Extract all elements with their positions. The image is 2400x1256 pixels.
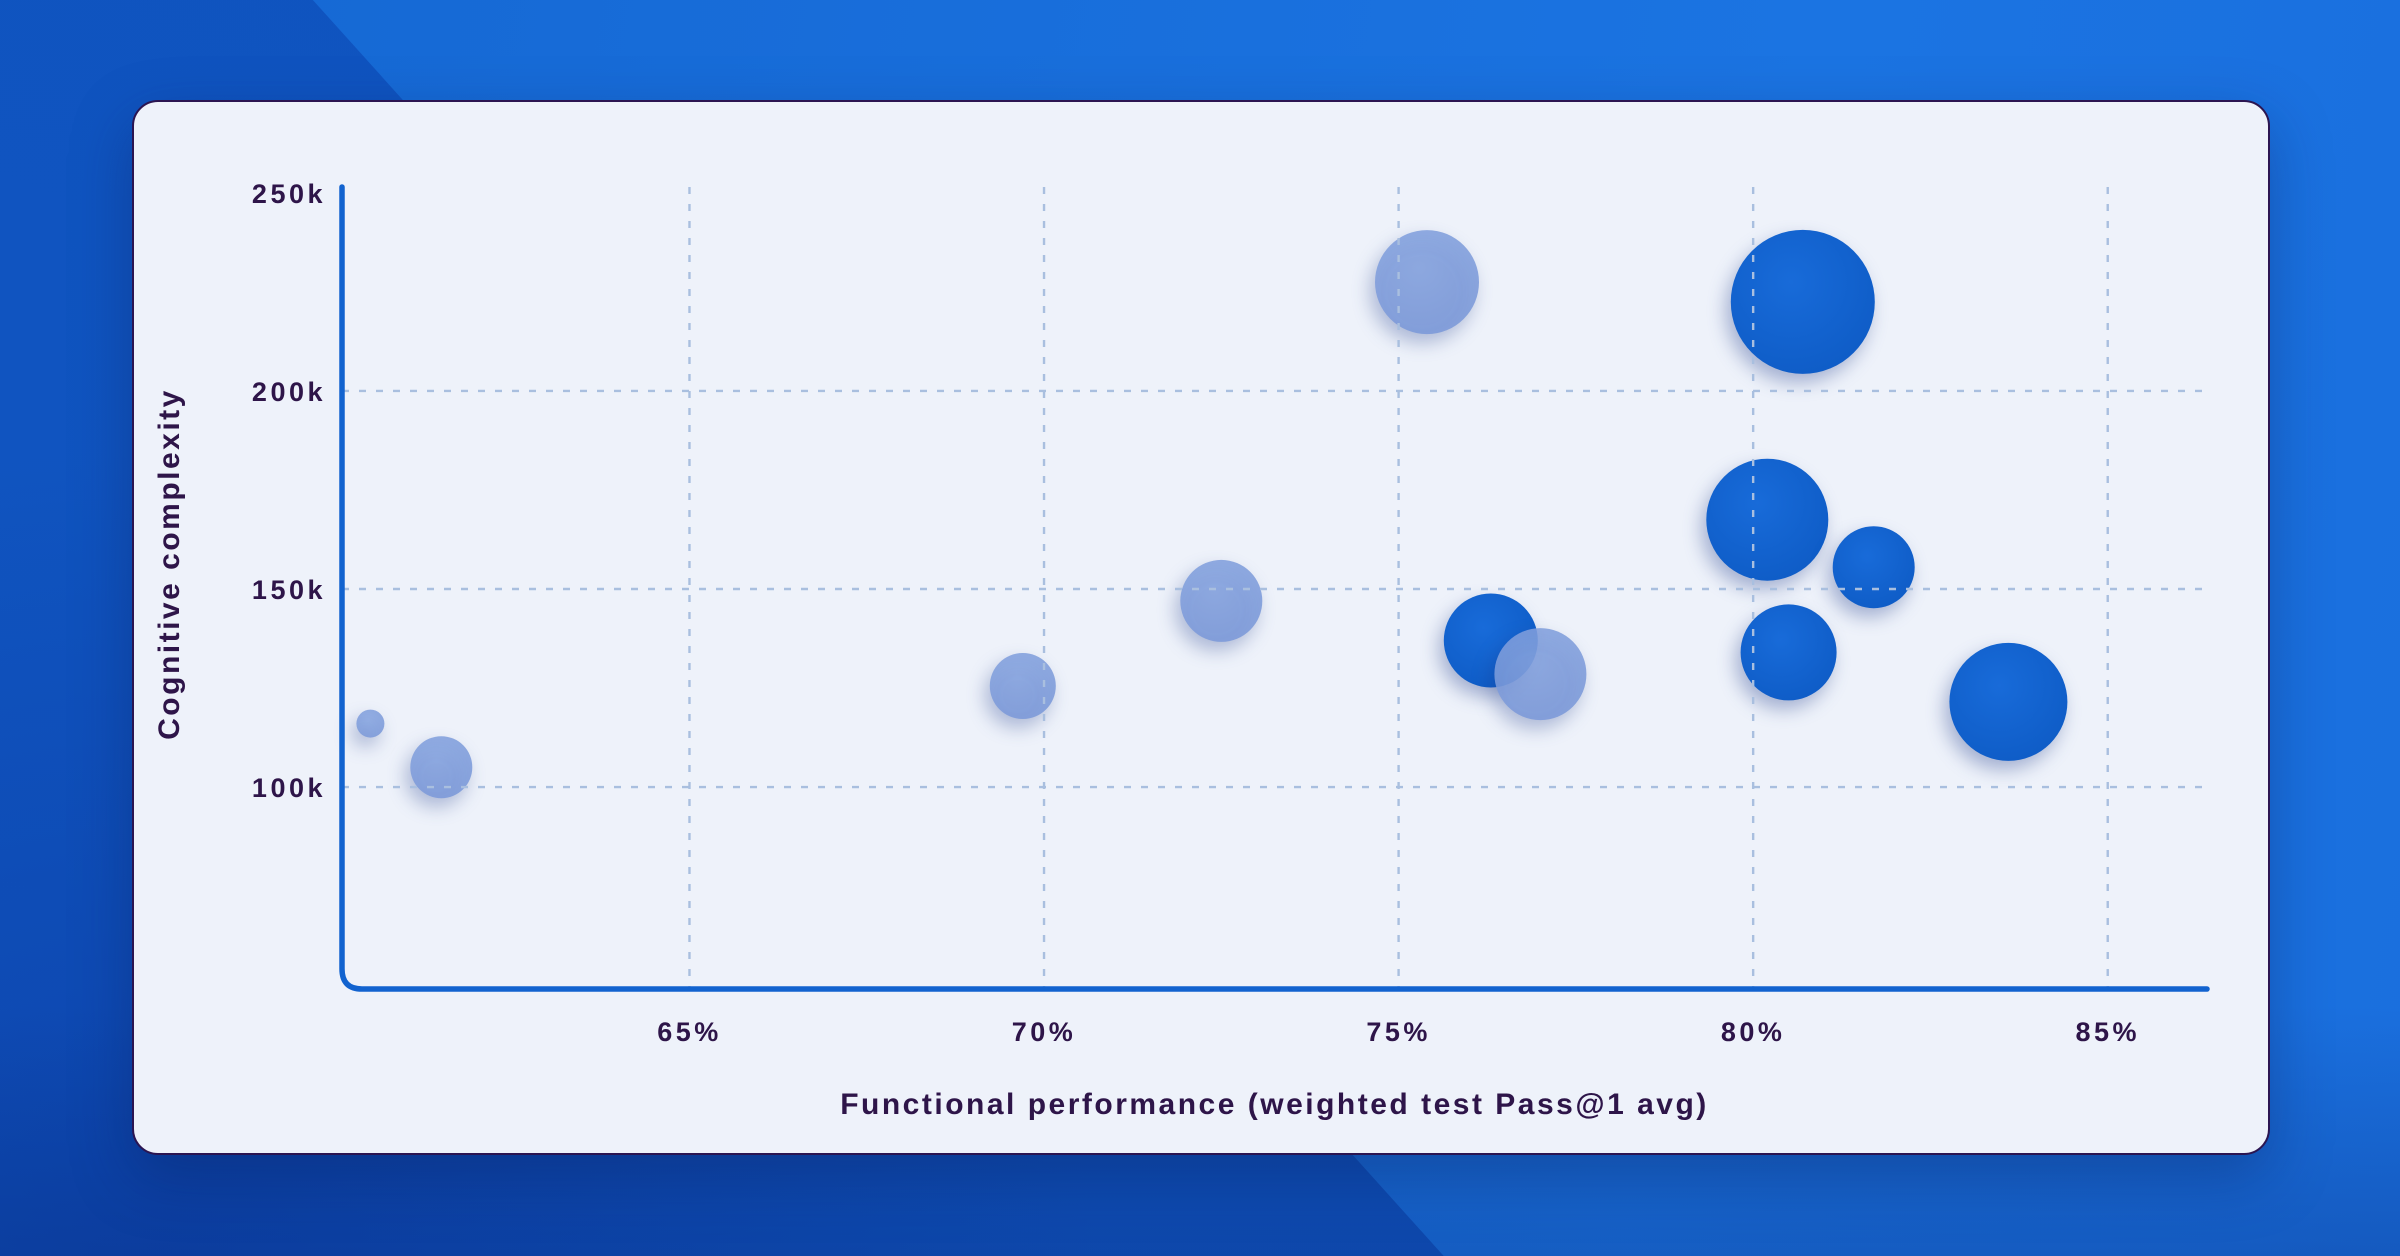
axis-line [339,184,2210,992]
bubble-solid-blue [1832,526,1915,609]
y-tick-150k: 150k [252,575,326,605]
y-tick-100k: 100k [252,773,326,803]
chart-card: Cognitive complexity Functional performa… [132,100,2270,1155]
x-axis-title: Functional performance (weighted test Pa… [840,1088,1709,1121]
tick-labels: 100k 150k 200k 250k 65% 70% 75% 80% 85% [252,179,2140,1047]
bubble-muted-blue [1494,628,1587,721]
bubble-muted-blue [1180,559,1263,642]
x-tick-85%: 85% [2075,1017,2140,1047]
bubble-muted-blue [989,653,1056,719]
x-tick-75%: 75% [1366,1017,1431,1047]
bubbles [356,229,2068,799]
bubble-solid-blue [1730,229,1875,374]
y-tick-200k: 200k [252,377,326,407]
bubble-muted-blue [1375,230,1479,335]
x-tick-70%: 70% [1012,1017,1077,1047]
bubble-solid-blue [1706,458,1829,581]
x-tick-65%: 65% [657,1017,722,1047]
y-tick-250k: 250k [252,179,326,209]
bubble-muted-blue [356,709,385,738]
gridlines [342,187,2207,989]
bubble-solid-blue [1740,604,1837,701]
bubble-chart: 100k 150k 200k 250k 65% 70% 75% 80% 85% [252,179,2210,1047]
bubble-muted-blue [410,736,473,799]
x-tick-80%: 80% [1721,1017,1786,1047]
bubble-solid-blue [1949,642,2068,761]
